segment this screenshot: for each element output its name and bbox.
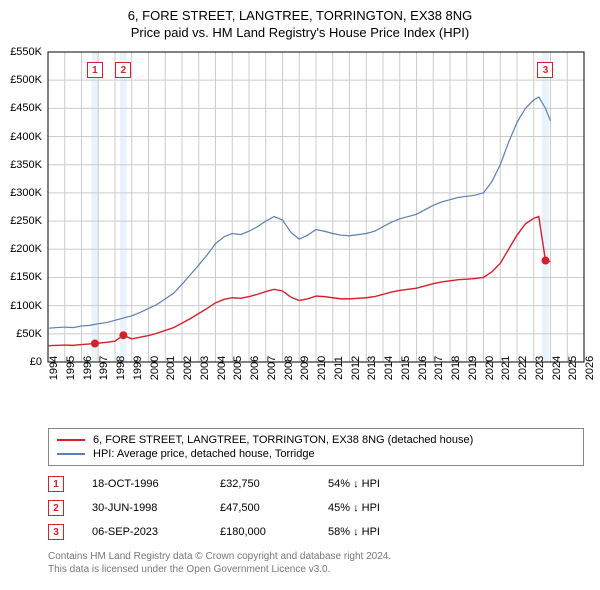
footer-attribution: Contains HM Land Registry data © Crown c… bbox=[48, 550, 584, 576]
events-table: 1 18-OCT-1996 £32,750 54% ↓ HPI 2 30-JUN-1998… bbox=[48, 472, 584, 544]
legend-item: 6, FORE STREET, LANGTREE, TORRINGTON, EX… bbox=[57, 433, 575, 447]
x-axis-tick-label: 2021 bbox=[500, 356, 512, 380]
x-axis-tick-label: 2020 bbox=[484, 356, 496, 380]
event-marker: 1 bbox=[48, 476, 64, 492]
x-axis-tick-label: 2019 bbox=[467, 356, 479, 380]
x-axis-tick-label: 2017 bbox=[433, 356, 445, 380]
y-axis-tick-label: £200K bbox=[10, 243, 42, 255]
y-axis-tick-label: £250K bbox=[10, 215, 42, 227]
x-axis-tick-label: 2013 bbox=[366, 356, 378, 380]
event-delta: 54% ↓ HPI bbox=[328, 478, 428, 490]
y-axis-tick-label: £100K bbox=[10, 300, 42, 312]
legend-item: HPI: Average price, detached house, Torr… bbox=[57, 447, 575, 461]
x-axis-tick-label: 2008 bbox=[283, 356, 295, 380]
y-axis-tick-label: £400K bbox=[10, 131, 42, 143]
x-axis-tick-label: 1995 bbox=[65, 356, 77, 380]
x-axis-tick-label: 2004 bbox=[216, 356, 228, 380]
x-axis-tick-label: 1997 bbox=[98, 356, 110, 380]
x-axis-tick-label: 2001 bbox=[165, 356, 177, 380]
event-date: 18-OCT-1996 bbox=[92, 478, 192, 490]
x-axis-tick-label: 2012 bbox=[350, 356, 362, 380]
event-row: 2 30-JUN-1998 £47,500 45% ↓ HPI bbox=[48, 496, 584, 520]
legend-swatch bbox=[57, 453, 85, 455]
x-axis-tick-label: 2007 bbox=[266, 356, 278, 380]
chart-plot-area: £0 £50K £100K £150K £200K £250K £300K £350K £400… bbox=[0, 42, 600, 422]
y-axis-tick-label: £0 bbox=[30, 356, 42, 368]
chart-titles: 6, FORE STREET, LANGTREE, TORRINGTON, EX… bbox=[0, 0, 600, 42]
x-axis-tick-label: 2009 bbox=[299, 356, 311, 380]
event-delta: 58% ↓ HPI bbox=[328, 526, 428, 538]
x-axis-tick-label: 2025 bbox=[567, 356, 579, 380]
y-axis-tick-label: £500K bbox=[10, 74, 42, 86]
chart-event-marker: 2 bbox=[115, 62, 131, 78]
x-axis-tick-label: 2023 bbox=[534, 356, 546, 380]
chart-event-marker: 3 bbox=[537, 62, 553, 78]
x-axis-tick-label: 1996 bbox=[82, 356, 94, 380]
chart-event-marker: 1 bbox=[87, 62, 103, 78]
x-axis-tick-label: 2016 bbox=[417, 356, 429, 380]
event-delta: 45% ↓ HPI bbox=[328, 502, 428, 514]
footer-line-1: Contains HM Land Registry data © Crown c… bbox=[48, 550, 584, 563]
x-axis-tick-label: 2015 bbox=[400, 356, 412, 380]
event-marker: 3 bbox=[48, 524, 64, 540]
x-axis-tick-label: 2011 bbox=[333, 356, 345, 380]
legend-label: HPI: Average price, detached house, Torr… bbox=[93, 448, 315, 460]
y-axis-tick-label: £300K bbox=[10, 187, 42, 199]
legend-swatch bbox=[57, 439, 85, 441]
legend: 6, FORE STREET, LANGTREE, TORRINGTON, EX… bbox=[48, 428, 584, 466]
x-axis-tick-label: 2000 bbox=[149, 356, 161, 380]
chart-container: { "title": "6, FORE STREET, LANGTREE, TO… bbox=[0, 0, 600, 576]
event-marker: 2 bbox=[48, 500, 64, 516]
x-axis-tick-label: 2018 bbox=[450, 356, 462, 380]
x-axis-tick-label: 2022 bbox=[517, 356, 529, 380]
event-date: 30-JUN-1998 bbox=[92, 502, 192, 514]
legend-label: 6, FORE STREET, LANGTREE, TORRINGTON, EX… bbox=[93, 434, 473, 446]
y-axis-tick-label: £450K bbox=[10, 102, 42, 114]
x-axis-tick-label: 1999 bbox=[132, 356, 144, 380]
x-axis-tick-label: 2014 bbox=[383, 356, 395, 380]
chart-title: 6, FORE STREET, LANGTREE, TORRINGTON, EX… bbox=[4, 8, 596, 23]
x-axis-tick-label: 2003 bbox=[199, 356, 211, 380]
event-price: £47,500 bbox=[220, 502, 300, 514]
y-axis-tick-label: £50K bbox=[16, 328, 42, 340]
event-row: 3 06-SEP-2023 £180,000 58% ↓ HPI bbox=[48, 520, 584, 544]
x-axis-tick-label: 2026 bbox=[584, 356, 596, 380]
x-axis-tick-label: 2024 bbox=[551, 356, 563, 380]
event-price: £180,000 bbox=[220, 526, 300, 538]
footer-line-2: This data is licensed under the Open Gov… bbox=[48, 563, 584, 576]
event-row: 1 18-OCT-1996 £32,750 54% ↓ HPI bbox=[48, 472, 584, 496]
event-date: 06-SEP-2023 bbox=[92, 526, 192, 538]
x-axis-tick-label: 2006 bbox=[249, 356, 261, 380]
event-price: £32,750 bbox=[220, 478, 300, 490]
x-axis-tick-label: 2005 bbox=[232, 356, 244, 380]
x-axis-tick-label: 1994 bbox=[48, 356, 60, 380]
chart-subtitle: Price paid vs. HM Land Registry's House … bbox=[4, 25, 596, 40]
y-axis-tick-label: £150K bbox=[10, 271, 42, 283]
y-axis-tick-label: £550K bbox=[10, 46, 42, 58]
y-axis-tick-label: £350K bbox=[10, 159, 42, 171]
x-axis-tick-label: 1998 bbox=[115, 356, 127, 380]
x-axis-tick-label: 2010 bbox=[316, 356, 328, 380]
x-axis-tick-label: 2002 bbox=[182, 356, 194, 380]
